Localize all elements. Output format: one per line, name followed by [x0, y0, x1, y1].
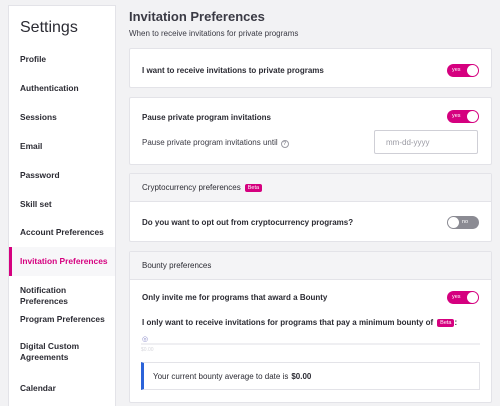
toggle-state-label: yes: [452, 67, 461, 73]
bounty-average-value: $0.00: [291, 371, 312, 381]
toggle-state-label: yes: [452, 294, 461, 300]
toggle-knob: [467, 111, 478, 122]
sidebar-item-skill-set[interactable]: Skill set: [20, 199, 52, 209]
cryptocurrency-header: Cryptocurrency preferences Beta: [130, 174, 491, 202]
crypto-opt-out-label: Do you want to opt out from cryptocurren…: [142, 218, 354, 227]
cryptocurrency-header-text: Cryptocurrency preferences: [142, 183, 241, 192]
sidebar-item-sessions[interactable]: Sessions: [20, 112, 57, 122]
minimum-bounty-label: I only want to receive invitations for p…: [142, 318, 457, 327]
sidebar-item-digital-custom-agreements[interactable]: Digital Custom Agreements: [20, 341, 80, 362]
toggle-knob: [467, 292, 478, 303]
bounty-award-label: Only invite me for programs that award a…: [142, 293, 328, 302]
sidebar-item-profile[interactable]: Profile: [20, 54, 47, 64]
pause-until-date-input[interactable]: [374, 130, 478, 154]
minimum-bounty-slider-handle[interactable]: ◎: [142, 336, 149, 343]
minimum-bounty-slider-value: $0.00: [141, 347, 154, 353]
crypto-opt-out-toggle[interactable]: no: [447, 216, 479, 229]
toggle-state-label: no: [462, 219, 469, 225]
cryptocurrency-card: Cryptocurrency preferences Beta Do you wa…: [129, 173, 492, 242]
sidebar-item-password[interactable]: Password: [20, 170, 60, 180]
pause-invitations-toggle[interactable]: yes: [447, 110, 479, 123]
minimum-bounty-slider-track[interactable]: [141, 343, 480, 345]
toggle-knob: [467, 65, 478, 76]
settings-sidebar: Settings Profile Authentication Sessions…: [8, 5, 116, 406]
pause-invitations-card: Pause private program invitations yes Pa…: [129, 97, 492, 165]
help-icon[interactable]: ?: [280, 140, 289, 148]
sidebar-item-invitation-preferences[interactable]: Invitation Preferences: [9, 247, 115, 276]
page-title: Invitation Preferences: [129, 9, 265, 24]
toggle-state-label: yes: [452, 113, 461, 119]
beta-badge: Beta: [437, 319, 455, 327]
sidebar-item-calendar[interactable]: Calendar: [20, 383, 56, 393]
page-subtitle: When to receive invitations for private …: [129, 29, 299, 38]
sidebar-item-notification-preferences[interactable]: Notification Preferences: [20, 285, 68, 306]
private-invitations-toggle[interactable]: yes: [447, 64, 479, 77]
toggle-knob: [448, 217, 459, 228]
sidebar-title: Settings: [20, 19, 78, 36]
bounty-average-info: Your current bounty average to date is $0…: [141, 362, 480, 390]
private-invitations-card: I want to receive invitations to private…: [129, 48, 492, 88]
pause-invitations-label: Pause private program invitations: [142, 113, 271, 122]
sidebar-item-account-preferences[interactable]: Account Preferences: [20, 227, 104, 237]
minimum-bounty-colon: :: [454, 318, 458, 327]
sidebar-item-program-preferences[interactable]: Program Preferences: [20, 314, 105, 324]
sidebar-item-authentication[interactable]: Authentication: [20, 83, 79, 93]
bounty-header: Bounty preferences: [130, 252, 491, 280]
beta-badge: Beta: [244, 183, 263, 192]
bounty-award-toggle[interactable]: yes: [447, 291, 479, 304]
bounty-average-text: Your current bounty average to date is: [153, 371, 289, 381]
pause-until-label: Pause private program invitations until?: [142, 138, 289, 148]
private-invitations-label: I want to receive invitations to private…: [142, 66, 324, 75]
sidebar-item-email[interactable]: Email: [20, 141, 43, 151]
minimum-bounty-text: I only want to receive invitations for p…: [142, 318, 434, 327]
pause-until-text: Pause private program invitations until: [142, 138, 278, 147]
